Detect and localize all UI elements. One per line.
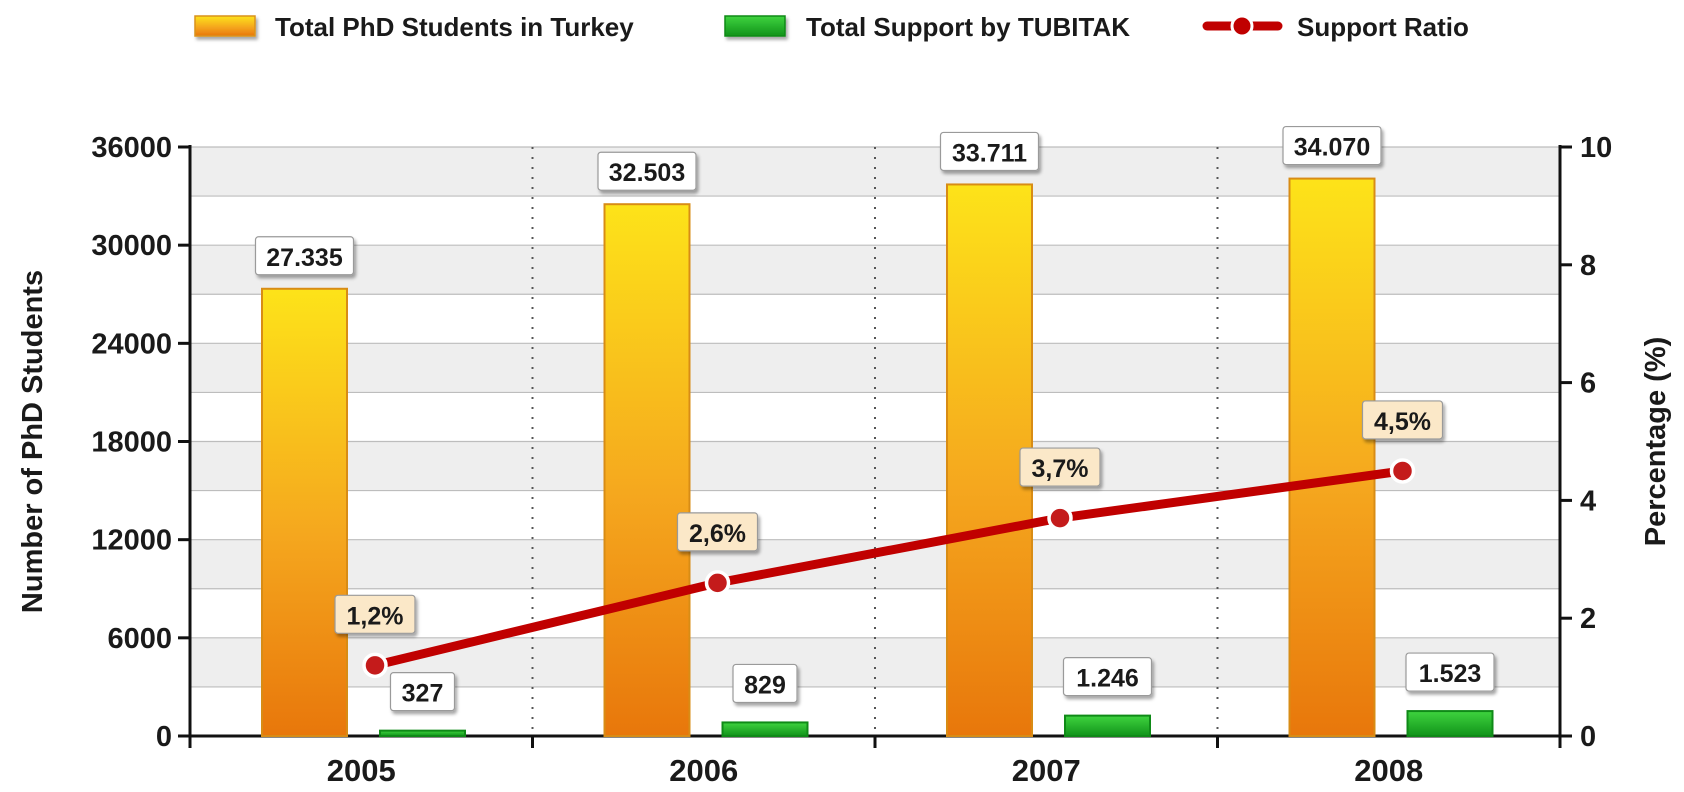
- data-label-support-box: [732, 663, 798, 704]
- data-label-support: 1.523: [1405, 652, 1495, 692]
- legend-label-support: Total Support by TUBITAK: [806, 12, 1130, 42]
- data-label-ratio: 3,7%: [1019, 447, 1101, 487]
- right-tick-label: 10: [1580, 132, 1612, 164]
- data-label-support: 1.246: [1062, 657, 1153, 697]
- data-label-support-text: 327: [402, 680, 444, 708]
- data-label-support: 327: [389, 672, 456, 712]
- plot-area: 0 6000 12000 18000 24000 30000 36000 0 2 4 6 8 10 Num…: [17, 125, 1672, 788]
- data-label-support-box: [389, 672, 456, 712]
- data-label-ratio-text: 4,5%: [1374, 408, 1431, 436]
- data-label-ratio-box: [1361, 400, 1444, 440]
- ratio-point: [1047, 505, 1073, 531]
- bar-phd: [1288, 177, 1376, 737]
- data-label-ratio-box: [1019, 447, 1101, 487]
- bar-support: [721, 721, 809, 738]
- legend-marker-ratio: [1230, 14, 1254, 38]
- left-tick-label: 30000: [91, 230, 172, 262]
- category-label: 2007: [1012, 753, 1081, 788]
- right-tick-label: 2: [1580, 603, 1596, 635]
- data-label-support-text: 1.523: [1419, 660, 1482, 688]
- data-label-ratio-text: 2,6%: [689, 520, 746, 548]
- data-label-support-text: 829: [744, 671, 786, 699]
- legend-label-ratio: Support Ratio: [1297, 12, 1469, 42]
- data-label-support-text: 1.246: [1076, 665, 1139, 693]
- ratio-point: [704, 570, 731, 596]
- left-tick-label: 6000: [107, 623, 172, 655]
- data-label-ratio-text: 1,2%: [347, 602, 404, 630]
- data-label-ratio: 1,2%: [334, 594, 416, 634]
- legend-label-phd: Total PhD Students in Turkey: [275, 12, 634, 42]
- category-label: 2006: [669, 753, 738, 788]
- bar-support: [1064, 714, 1151, 738]
- legend-swatch-support: [724, 15, 786, 37]
- right-tick-label: 4: [1580, 485, 1596, 517]
- bar-phd: [946, 183, 1033, 738]
- data-label-ratio-text: 3,7%: [1032, 455, 1089, 483]
- ratio-point: [362, 652, 388, 679]
- left-tick-label: 24000: [91, 328, 172, 360]
- category-label: 2008: [1354, 753, 1423, 788]
- left-tick-label: 18000: [91, 427, 172, 459]
- legend-item-ratio[interactable]: Support Ratio: [1202, 12, 1469, 42]
- right-tick-label: 8: [1580, 250, 1596, 282]
- bar-phd: [261, 287, 348, 737]
- data-label-phd-box: [1282, 125, 1382, 166]
- data-label-phd-box: [597, 151, 697, 191]
- data-label-support-box: [1405, 652, 1495, 692]
- category-label: 2005: [327, 753, 396, 788]
- data-label-phd: 27.335: [254, 236, 355, 276]
- data-label-phd: 33.711: [939, 131, 1040, 172]
- left-tick-label: 0: [156, 721, 172, 753]
- data-label-phd-text: 33.711: [952, 139, 1027, 167]
- data-label-phd-text: 32.503: [609, 159, 685, 187]
- data-label-phd-text: 34.070: [1294, 134, 1370, 162]
- data-label-ratio: 4,5%: [1361, 400, 1444, 440]
- data-label-ratio: 2,6%: [676, 512, 759, 552]
- data-label-phd-box: [254, 236, 355, 276]
- y-axis-title: Number of PhD Students: [17, 270, 49, 613]
- data-label-support-box: [1062, 657, 1153, 697]
- legend-item-support[interactable]: Total Support by TUBITAK: [724, 12, 1130, 42]
- bar-support: [379, 729, 466, 737]
- data-label-phd-box: [939, 131, 1040, 172]
- bar-phd: [603, 203, 691, 738]
- right-tick-label: 6: [1580, 368, 1596, 400]
- bar-support: [1406, 710, 1494, 738]
- right-tick-label: 0: [1580, 721, 1596, 753]
- left-tick-label: 36000: [91, 132, 172, 164]
- data-label-ratio-box: [676, 512, 759, 552]
- data-label-phd: 34.070: [1282, 125, 1382, 166]
- ratio-point: [1389, 458, 1416, 484]
- data-label-phd: 32.503: [597, 151, 697, 191]
- left-tick-label: 12000: [91, 525, 172, 557]
- data-label-ratio-box: [334, 594, 416, 634]
- legend: Total PhD Students in Turkey Total Suppo…: [194, 12, 1469, 42]
- data-label-phd-text: 27.335: [266, 244, 343, 272]
- y2-axis-title: Percentage (%): [1640, 337, 1672, 547]
- legend-swatch-phd: [194, 15, 256, 37]
- legend-item-phd[interactable]: Total PhD Students in Turkey: [194, 12, 634, 42]
- ratio-line: [370, 466, 1407, 670]
- data-label-support: 829: [732, 663, 798, 704]
